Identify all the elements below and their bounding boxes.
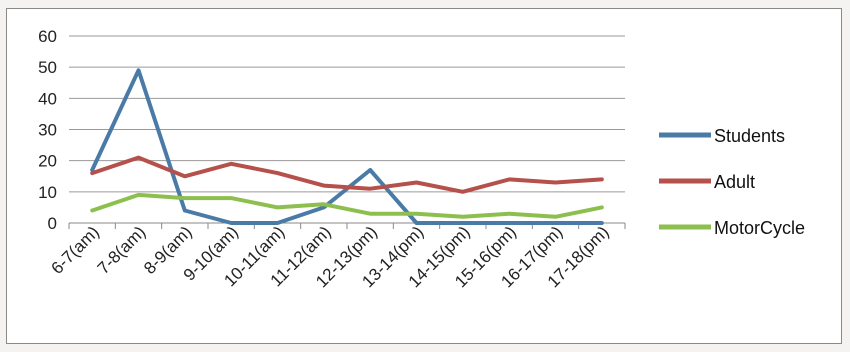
- y-tick-label: 10: [38, 183, 57, 202]
- series-line-students: [90, 68, 604, 225]
- y-tick-label: 30: [38, 121, 57, 140]
- series-line-motorcycle: [90, 192, 604, 219]
- chart-frame: 0 10 20 30 40 50 60 6-7(am) 7-8(am) 8-9(am) 9-10(a…: [6, 8, 842, 344]
- series-line-adult: [90, 155, 604, 194]
- y-tick-label: 40: [38, 89, 57, 108]
- y-tick-label: 60: [38, 27, 57, 46]
- x-tick-label: 7-8(am): [94, 222, 150, 278]
- legend-label: Students: [714, 126, 785, 146]
- series-lines: [90, 68, 604, 225]
- axes: 01020304050606-7(am)7-8(am)8-9(am)9-10(a…: [38, 27, 626, 291]
- y-tick-label: 50: [38, 58, 57, 77]
- y-tick-label: 20: [38, 152, 57, 171]
- gridlines: [69, 35, 625, 224]
- legend-label: Adult: [714, 172, 755, 192]
- legend: Students Adult MotorCycle: [659, 126, 805, 238]
- legend-label: MotorCycle: [714, 218, 805, 238]
- line-chart: 01020304050606-7(am)7-8(am)8-9(am)9-10(a…: [38, 27, 805, 291]
- y-tick-label: 0: [48, 214, 57, 233]
